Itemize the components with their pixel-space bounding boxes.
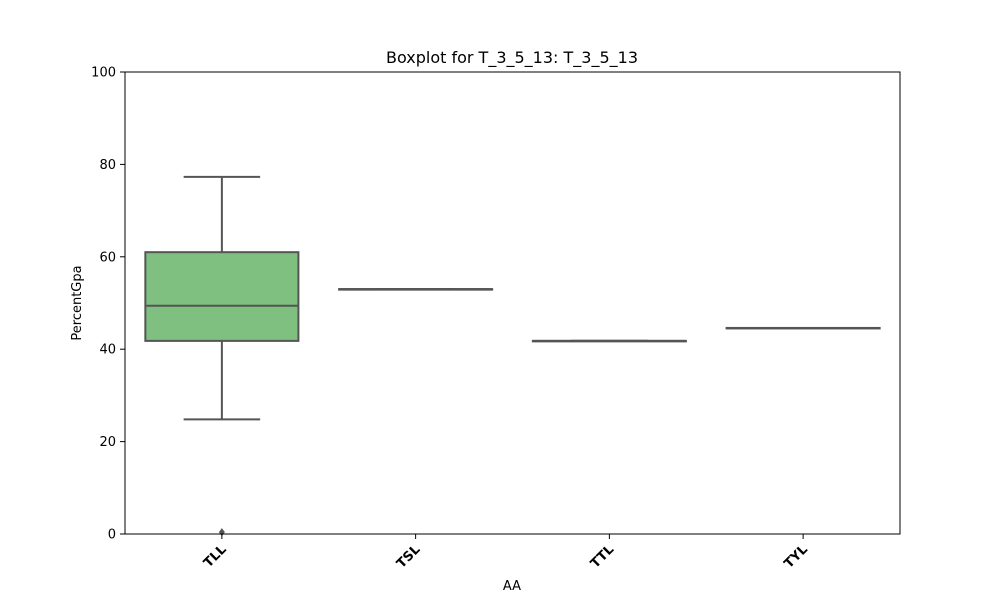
plot-frame xyxy=(124,71,901,535)
y-tick-label: 0 xyxy=(108,528,116,543)
y-tick-label: 80 xyxy=(99,158,116,173)
x-tick-label: TTL xyxy=(588,542,617,571)
y-tick-label: 100 xyxy=(91,66,116,81)
y-axis-label: PercentGpa xyxy=(70,265,85,340)
x-axis-label: AA xyxy=(503,579,521,594)
x-tick-label: TLL xyxy=(201,542,230,571)
y-tick-label: 60 xyxy=(99,250,116,265)
chart-title: Boxplot for T_3_5_13: T_3_5_13 xyxy=(386,48,638,68)
x-tick-label: TSL xyxy=(394,542,423,571)
plot-area: 0 20 40 60 80 100 TLL TSL TTL TYL xyxy=(91,66,901,572)
y-tick-label: 20 xyxy=(99,435,116,450)
x-tick-label: TYL xyxy=(782,542,811,571)
y-tick-label: 40 xyxy=(99,343,116,358)
box-tll xyxy=(144,251,300,342)
